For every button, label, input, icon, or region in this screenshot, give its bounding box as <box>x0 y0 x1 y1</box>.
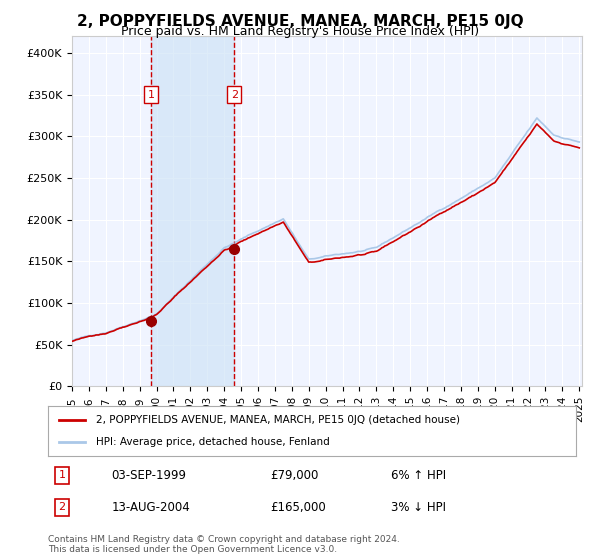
Text: 1: 1 <box>59 470 65 480</box>
Text: Contains HM Land Registry data © Crown copyright and database right 2024.
This d: Contains HM Land Registry data © Crown c… <box>48 535 400 554</box>
Text: 2, POPPYFIELDS AVENUE, MANEA, MARCH, PE15 0JQ: 2, POPPYFIELDS AVENUE, MANEA, MARCH, PE1… <box>77 14 523 29</box>
Text: 6% ↑ HPI: 6% ↑ HPI <box>391 469 446 482</box>
Bar <box>151 36 234 386</box>
Text: 3% ↓ HPI: 3% ↓ HPI <box>391 501 446 514</box>
Text: 13-AUG-2004: 13-AUG-2004 <box>112 501 190 514</box>
Text: 1: 1 <box>148 90 155 100</box>
Text: Price paid vs. HM Land Registry's House Price Index (HPI): Price paid vs. HM Land Registry's House … <box>121 25 479 38</box>
Text: 2, POPPYFIELDS AVENUE, MANEA, MARCH, PE15 0JQ (detached house): 2, POPPYFIELDS AVENUE, MANEA, MARCH, PE1… <box>95 415 460 425</box>
Text: £165,000: £165,000 <box>270 501 326 514</box>
Text: HPI: Average price, detached house, Fenland: HPI: Average price, detached house, Fenl… <box>95 437 329 447</box>
Text: 2: 2 <box>230 90 238 100</box>
Text: 2: 2 <box>59 502 65 512</box>
Text: 03-SEP-1999: 03-SEP-1999 <box>112 469 187 482</box>
Text: £79,000: £79,000 <box>270 469 318 482</box>
